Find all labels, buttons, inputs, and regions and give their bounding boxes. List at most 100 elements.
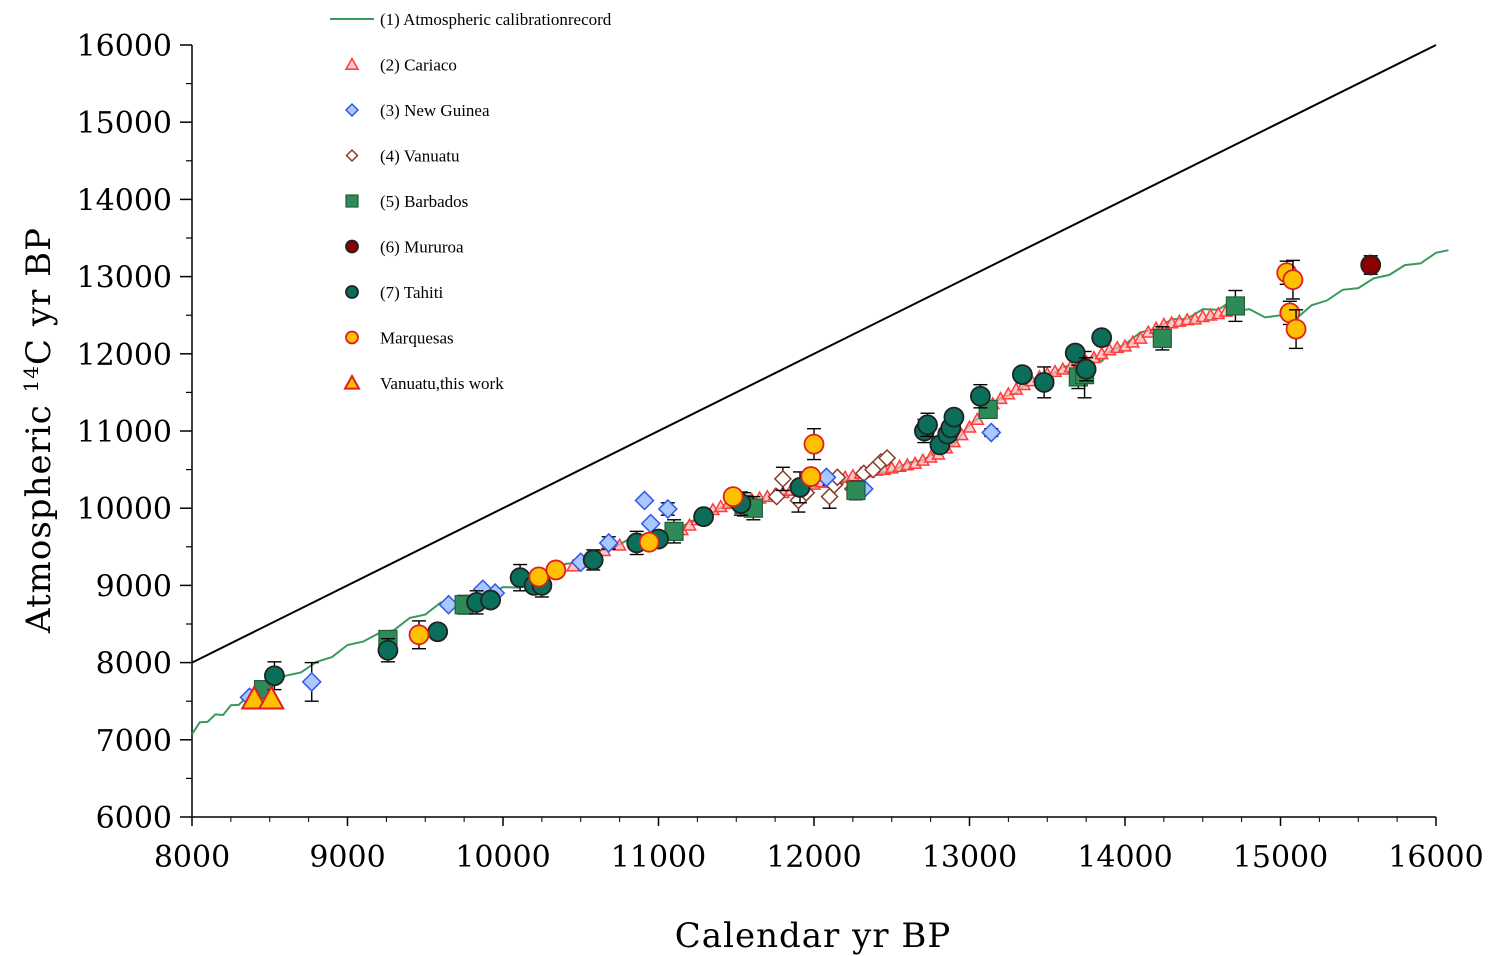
legend-label-vanuatu: (4) Vanuatu <box>380 147 460 166</box>
point-marquesas <box>722 486 744 508</box>
legend-label-tahiti: (7) Tahiti <box>380 283 443 302</box>
point-vanuatu <box>773 469 792 488</box>
x-tick-label: 16000 <box>1388 840 1483 875</box>
point-tahiti <box>1075 358 1097 380</box>
x-tick-label: 10000 <box>455 840 550 875</box>
axes: 6000 7000 8000 9000 10000 11000 12000 13000 1400… <box>77 29 1484 875</box>
legend-label-calibration: (1) Atmospheric calibrationrecord <box>380 10 612 29</box>
point-new_guinea <box>301 671 322 692</box>
legend-item-cariaco: (2) Cariaco <box>344 56 457 75</box>
point-marquesas <box>1282 269 1304 291</box>
legend-label-cariaco: (2) Cariaco <box>380 56 457 75</box>
point-tahiti <box>264 665 285 687</box>
y-tick-label: 10000 <box>77 492 172 527</box>
series-vanuatu_this <box>240 684 286 710</box>
point-marquesas <box>803 433 825 455</box>
legend-item-new_guinea: (3) New Guinea <box>344 101 490 120</box>
series-mururoa <box>1360 254 1382 276</box>
point-marquesas <box>638 531 660 553</box>
point-tahiti <box>969 385 991 407</box>
legend-marker-mururoa <box>345 239 359 254</box>
point-new_guinea <box>634 490 655 511</box>
legend-item-vanuatu_this: Vanuatu,this work <box>343 373 504 393</box>
point-barbados <box>1152 328 1172 348</box>
point-tahiti <box>693 506 714 528</box>
legend-item-barbados: (5) Barbados <box>345 192 468 211</box>
y-tick-label: 13000 <box>77 261 172 296</box>
y-axis-title-part1: Atmospheric <box>19 392 59 634</box>
calibration-curve <box>191 249 1449 735</box>
point-marquesas <box>1285 318 1307 340</box>
legend-item-calibration: (1) Atmospheric calibrationrecord <box>330 10 612 29</box>
point-mururoa <box>1360 254 1382 276</box>
one-to-one-line <box>191 44 1437 664</box>
point-tahiti <box>943 406 965 428</box>
legend-item-marquesas: Marquesas <box>345 329 454 348</box>
legend-item-tahiti: (7) Tahiti <box>345 283 443 302</box>
x-axis-title: Calendar yr BP <box>675 916 951 956</box>
point-cariaco <box>962 419 977 433</box>
point-vanuatu <box>767 487 786 506</box>
y-tick-label: 15000 <box>77 106 172 141</box>
legend-marker-new_guinea <box>344 102 360 118</box>
x-tick-label: 11000 <box>611 840 706 875</box>
y-axis-title: Atmospheric 14C yr BP <box>19 227 59 634</box>
calibration-curve-group <box>191 249 1449 735</box>
point-tahiti <box>917 414 938 436</box>
legend-marker-cariaco <box>344 56 360 71</box>
series-marquesas <box>408 259 1307 650</box>
point-marquesas <box>800 466 822 487</box>
legend-label-vanuatu_this: Vanuatu,this work <box>380 374 504 393</box>
y-axis-title-part2: C yr BP <box>19 227 59 365</box>
reference-line-group <box>191 44 1437 664</box>
x-tick-label: 13000 <box>922 840 1017 875</box>
point-new_guinea <box>657 498 678 520</box>
y-tick-label: 9000 <box>96 569 172 604</box>
x-tick-label: 12000 <box>766 840 861 875</box>
legend-label-barbados: (5) Barbados <box>380 192 468 211</box>
point-vanuatu_this <box>257 684 286 710</box>
y-tick-label: 12000 <box>77 338 172 373</box>
y-tick-label: 11000 <box>77 415 172 450</box>
point-tahiti <box>1064 342 1086 364</box>
legend: (1) Atmospheric calibrationrecord (2) Car… <box>330 10 612 393</box>
y-axis-title-sup: 14 <box>19 365 43 392</box>
point-tahiti <box>1033 371 1055 393</box>
legend-item-mururoa: (6) Mururoa <box>345 238 464 257</box>
point-barbados <box>846 480 866 501</box>
point-new_guinea <box>981 422 1002 443</box>
legend-marker-vanuatu_this <box>343 373 361 390</box>
legend-marker-marquesas <box>345 330 359 345</box>
legend-marker-tahiti <box>345 285 359 299</box>
point-cariaco <box>1133 330 1148 344</box>
y-tick-label: 8000 <box>96 647 172 682</box>
x-tick-label: 14000 <box>1077 840 1172 875</box>
y-tick-label: 6000 <box>96 801 172 836</box>
x-tick-label: 8000 <box>154 840 230 875</box>
point-tahiti <box>582 549 604 571</box>
data-points <box>239 254 1382 710</box>
point-tahiti <box>1011 364 1033 386</box>
point-tahiti <box>377 639 399 661</box>
point-new_guinea <box>598 532 619 554</box>
point-tahiti <box>1091 327 1113 348</box>
legend-marker-barbados <box>345 194 359 208</box>
series-barbados <box>253 289 1246 700</box>
point-tahiti <box>427 621 449 643</box>
y-tick-label: 16000 <box>77 29 172 64</box>
legend-label-new_guinea: (3) New Guinea <box>380 101 490 120</box>
legend-label-mururoa: (6) Mururoa <box>380 238 464 257</box>
point-marquesas <box>528 566 550 588</box>
point-tahiti <box>480 589 501 611</box>
legend-item-vanuatu: (4) Vanuatu <box>345 147 460 166</box>
legend-label-marquesas: Marquesas <box>380 329 454 348</box>
point-vanuatu_this <box>240 684 268 710</box>
x-tick-label: 9000 <box>309 840 385 875</box>
point-vanuatu <box>878 448 897 468</box>
x-tick-label: 15000 <box>1233 840 1328 875</box>
legend-marker-vanuatu <box>345 148 359 163</box>
y-tick-label: 7000 <box>96 724 172 759</box>
y-tick-label: 14000 <box>77 183 172 218</box>
point-barbados <box>1225 296 1246 316</box>
point-marquesas <box>545 559 567 581</box>
